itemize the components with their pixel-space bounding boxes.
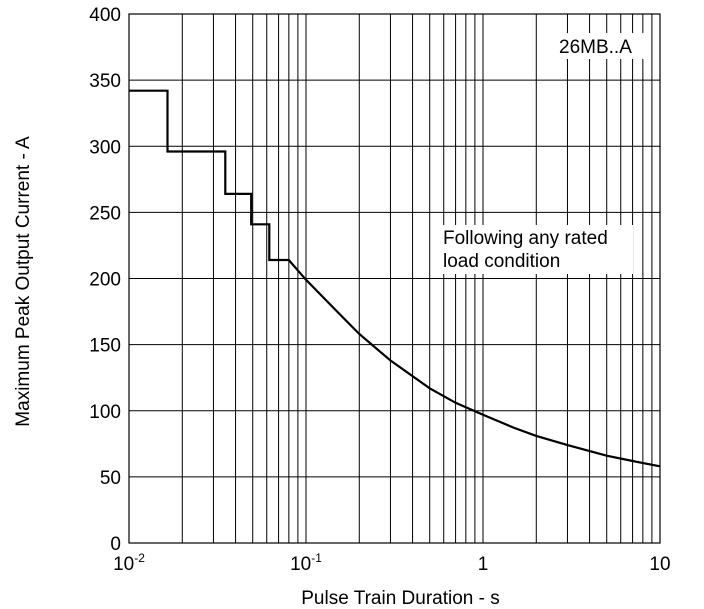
series-line xyxy=(129,89,661,468)
grid xyxy=(129,14,660,543)
y-tick-label: 50 xyxy=(100,468,121,489)
y-tick-label: 200 xyxy=(89,270,121,291)
plot-frame xyxy=(128,13,661,544)
x-tick-label: 10-2 xyxy=(113,551,145,575)
x-tick-label: 1 xyxy=(478,554,489,575)
y-tick-label: 350 xyxy=(89,71,121,92)
series-layer xyxy=(129,89,661,468)
y-tick-label: 300 xyxy=(89,137,121,158)
y-tick-label: 100 xyxy=(89,402,121,423)
condition-note: Following any rated load condition xyxy=(438,225,633,274)
y-axis-title: Maximum Peak Output Current - A xyxy=(13,136,34,427)
x-axis-title: Pulse Train Duration - s xyxy=(301,588,500,609)
part-number-box: 26MB..A xyxy=(553,33,649,59)
x-tick-labels: 10-2 10-1 1 10 xyxy=(113,551,670,575)
part-number-label: 26MB..A xyxy=(559,37,632,58)
condition-note-line-1: Following any rated xyxy=(443,228,608,249)
x-tick-label: 10-1 xyxy=(290,551,322,575)
y-tick-labels: 0 50 100 150 200 250 300 350 400 xyxy=(89,5,121,555)
y-tick-label: 250 xyxy=(89,203,121,224)
x-tick-label: 10 xyxy=(649,554,670,575)
y-tick-label: 0 xyxy=(110,534,121,555)
condition-note-line-2: load condition xyxy=(443,251,560,272)
y-tick-label: 150 xyxy=(89,336,121,357)
y-tick-label: 400 xyxy=(89,5,121,26)
